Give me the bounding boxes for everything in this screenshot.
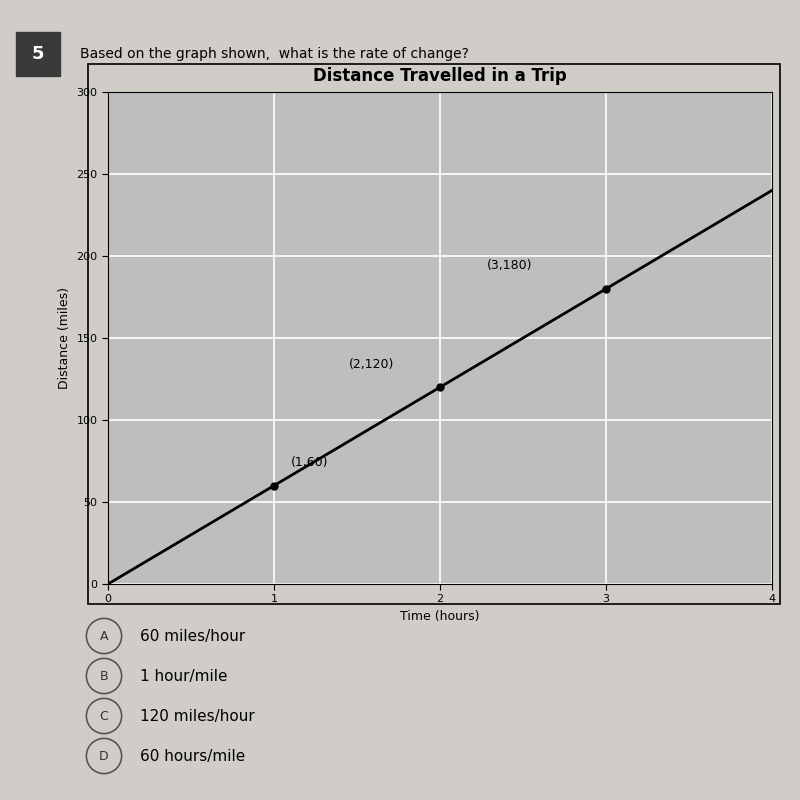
Text: (1,60): (1,60) bbox=[290, 456, 328, 469]
Text: 1 hour/mile: 1 hour/mile bbox=[140, 669, 227, 683]
Text: Based on the graph shown,  what is the rate of change?: Based on the graph shown, what is the ra… bbox=[80, 47, 469, 62]
X-axis label: Time (hours): Time (hours) bbox=[400, 610, 480, 623]
Text: (3,180): (3,180) bbox=[486, 259, 532, 272]
Text: (2,120): (2,120) bbox=[349, 358, 394, 370]
Text: 5: 5 bbox=[32, 45, 44, 63]
Title: Distance Travelled in a Trip: Distance Travelled in a Trip bbox=[313, 67, 567, 85]
Text: B: B bbox=[100, 670, 108, 682]
Text: 60 miles/hour: 60 miles/hour bbox=[140, 629, 246, 643]
Text: 120 miles/hour: 120 miles/hour bbox=[140, 709, 254, 723]
Y-axis label: Distance (miles): Distance (miles) bbox=[58, 287, 71, 389]
Text: C: C bbox=[100, 710, 108, 722]
Text: D: D bbox=[99, 750, 109, 762]
Text: A: A bbox=[100, 630, 108, 642]
Text: 60 hours/mile: 60 hours/mile bbox=[140, 749, 246, 763]
FancyBboxPatch shape bbox=[16, 32, 60, 76]
